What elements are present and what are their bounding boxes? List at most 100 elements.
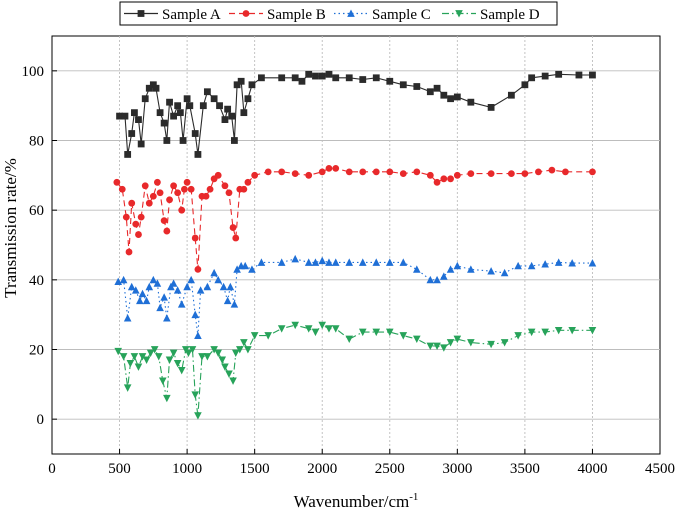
data-point [541, 72, 549, 80]
data-point [134, 363, 143, 371]
data-point [325, 70, 333, 78]
data-point [305, 70, 313, 78]
data-point [210, 268, 218, 277]
data-point [278, 74, 286, 82]
data-point [588, 259, 597, 267]
data-point [156, 109, 164, 117]
data-point [186, 102, 194, 110]
data-point [219, 282, 228, 291]
data-point [440, 344, 448, 352]
data-point [173, 360, 182, 368]
data-point [399, 258, 408, 266]
x-tick-label: 1000 [172, 461, 202, 477]
data-point [188, 346, 197, 354]
data-point [345, 258, 354, 266]
x-axis-title: Wavenumber/cm-1 [294, 491, 419, 511]
data-point [163, 137, 171, 144]
data-point [166, 196, 173, 204]
data-point [487, 267, 495, 275]
data-point [413, 83, 421, 90]
data-point [184, 349, 193, 357]
data-point [214, 171, 222, 179]
data-point [568, 326, 576, 335]
series-sample-a [116, 70, 596, 158]
data-point [291, 321, 299, 330]
data-point [521, 170, 529, 177]
data-point [347, 9, 355, 17]
data-point [163, 394, 171, 403]
data-point [291, 74, 299, 82]
data-point [149, 275, 158, 284]
data-point [196, 286, 205, 294]
data-point [228, 112, 236, 120]
data-point [160, 119, 168, 127]
x-tick-label: 4000 [577, 461, 607, 477]
x-tick-label: 500 [108, 461, 131, 477]
data-point [229, 224, 237, 231]
data-point [178, 206, 186, 214]
data-point [248, 81, 256, 89]
data-point [149, 192, 157, 200]
data-point [304, 325, 313, 333]
data-point [126, 360, 135, 368]
data-point [399, 332, 408, 340]
data-point [250, 332, 259, 340]
data-point [318, 256, 327, 265]
x-axis-title-superscript: -1 [409, 491, 418, 503]
data-point [528, 74, 536, 82]
data-point [206, 185, 214, 193]
data-point [119, 275, 128, 284]
grid-lines [52, 36, 660, 454]
legend-label: Sample A [162, 7, 221, 23]
series-layer [113, 70, 597, 420]
data-point [521, 81, 529, 89]
data-point [191, 391, 200, 399]
data-point [535, 168, 542, 176]
data-point [177, 300, 186, 308]
data-point [141, 95, 149, 103]
data-point [318, 321, 327, 330]
data-point [277, 325, 286, 333]
data-point [345, 335, 354, 344]
data-point [122, 213, 130, 221]
data-point [304, 258, 313, 266]
data-point [372, 258, 381, 266]
data-point [527, 328, 536, 337]
data-point [244, 95, 252, 103]
data-point [554, 326, 563, 335]
data-point [467, 339, 475, 347]
data-point [325, 325, 333, 333]
data-point [114, 347, 123, 356]
data-point [358, 258, 367, 266]
data-point [568, 259, 576, 267]
data-point [221, 182, 229, 190]
data-point [231, 137, 238, 144]
data-point [487, 104, 495, 111]
series-line [119, 73, 593, 155]
data-point [194, 412, 202, 420]
series-line [118, 258, 593, 336]
data-point [446, 265, 455, 273]
series-sample-d [114, 321, 597, 420]
data-point [156, 303, 164, 312]
data-point [447, 95, 454, 103]
data-point [123, 384, 132, 392]
data-point [242, 10, 250, 17]
data-point [152, 84, 160, 92]
data-point [153, 178, 161, 186]
data-point [453, 93, 461, 101]
data-point [500, 268, 509, 277]
data-point [194, 151, 202, 158]
data-point [135, 116, 142, 123]
data-point [173, 286, 182, 294]
data-point [210, 95, 218, 103]
data-point [433, 275, 441, 284]
y-tick-label: 0 [37, 412, 45, 428]
data-point [372, 168, 380, 176]
legend: Sample A Sample B Sample C Sample D [119, 1, 558, 26]
data-point [199, 102, 207, 110]
data-point [240, 185, 248, 193]
data-point [311, 328, 320, 337]
data-point [372, 328, 381, 337]
data-point [548, 166, 556, 174]
